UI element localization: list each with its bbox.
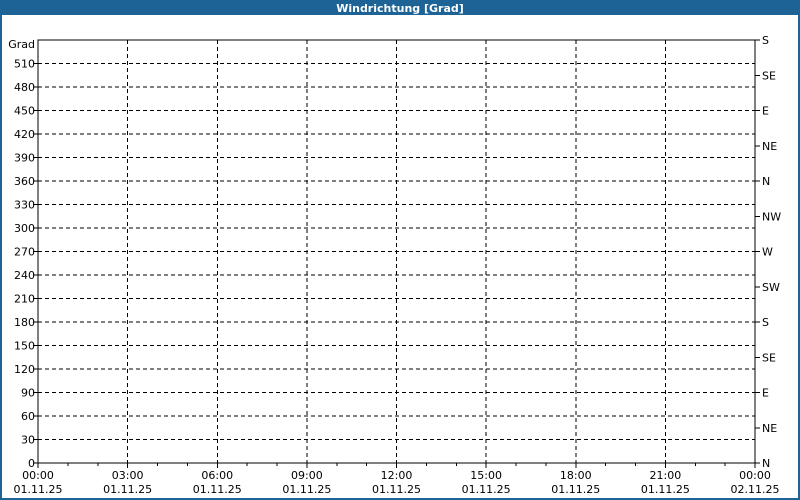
y-axis-left-label: 450 <box>14 105 35 118</box>
x-axis-date-label: 01.11.25 <box>551 483 600 496</box>
y-axis-right-label: NE <box>762 422 777 435</box>
x-axis-date-label: 01.11.25 <box>193 483 242 496</box>
x-axis-date-label: 01.11.25 <box>14 483 63 496</box>
y-axis-left-label: 30 <box>21 434 35 447</box>
x-axis-date-label: 01.11.25 <box>103 483 152 496</box>
y-axis-left-label: 60 <box>21 410 35 423</box>
x-axis-time-label: 06:00 <box>201 469 233 482</box>
x-axis-date-label: 01.11.25 <box>282 483 331 496</box>
x-axis-date-label: 01.11.25 <box>372 483 421 496</box>
x-axis-date-label: 02.11.25 <box>731 483 780 496</box>
y-axis-left-label: 390 <box>14 152 35 165</box>
y-axis-right-label: S <box>762 316 769 329</box>
y-axis-right-label: S <box>762 34 769 47</box>
chart-title: Windrichtung [Grad] <box>336 2 464 15</box>
y-axis-left-label: 0 <box>28 457 35 470</box>
y-axis-left-label: 270 <box>14 246 35 259</box>
x-axis-time-label: 00:00 <box>739 469 771 482</box>
y-axis-left-label: 330 <box>14 199 35 212</box>
y-axis-left-label: 480 <box>14 81 35 94</box>
y-axis-left-label: 210 <box>14 293 35 306</box>
x-axis-time-label: 03:00 <box>112 469 144 482</box>
y-axis-left-label: 420 <box>14 128 35 141</box>
y-axis-left-label: 300 <box>14 222 35 235</box>
y-axis-left-label: 150 <box>14 340 35 353</box>
y-axis-left-label: 510 <box>14 58 35 71</box>
x-axis-time-label: 21:00 <box>650 469 682 482</box>
x-axis-time-label: 00:00 <box>22 469 54 482</box>
x-axis-time-label: 09:00 <box>291 469 323 482</box>
y-axis-left-label: 240 <box>14 269 35 282</box>
y-axis-left-label: 180 <box>14 316 35 329</box>
y-axis-unit-label: Grad <box>8 38 35 51</box>
x-axis-time-label: 15:00 <box>470 469 502 482</box>
y-axis-right-label: W <box>762 246 773 259</box>
y-axis-left-label: 90 <box>21 387 35 400</box>
y-axis-right-label: E <box>762 387 769 400</box>
y-axis-right-label: SE <box>762 351 776 364</box>
y-axis-left-label: 120 <box>14 363 35 376</box>
y-axis-right-label: NE <box>762 140 777 153</box>
y-axis-right-label: E <box>762 105 769 118</box>
wind-direction-chart: 0 30 60 90 120 150 180 210 240 270 300 330 360 390 420… <box>8 34 781 496</box>
title-bar: Windrichtung [Grad] <box>2 2 798 15</box>
y-axis-right-label: NW <box>762 210 781 223</box>
x-axis-time-label: 12:00 <box>381 469 413 482</box>
y-axis-right-label: N <box>762 457 770 470</box>
y-axis-right-label: N <box>762 175 770 188</box>
y-axis-right-label: SE <box>762 69 776 82</box>
y-axis-right-label: SW <box>762 281 780 294</box>
x-axis-date-label: 01.11.25 <box>641 483 690 496</box>
y-axis-left-label: 360 <box>14 175 35 188</box>
x-axis-date-label: 01.11.25 <box>462 483 511 496</box>
x-axis-time-label: 18:00 <box>560 469 592 482</box>
